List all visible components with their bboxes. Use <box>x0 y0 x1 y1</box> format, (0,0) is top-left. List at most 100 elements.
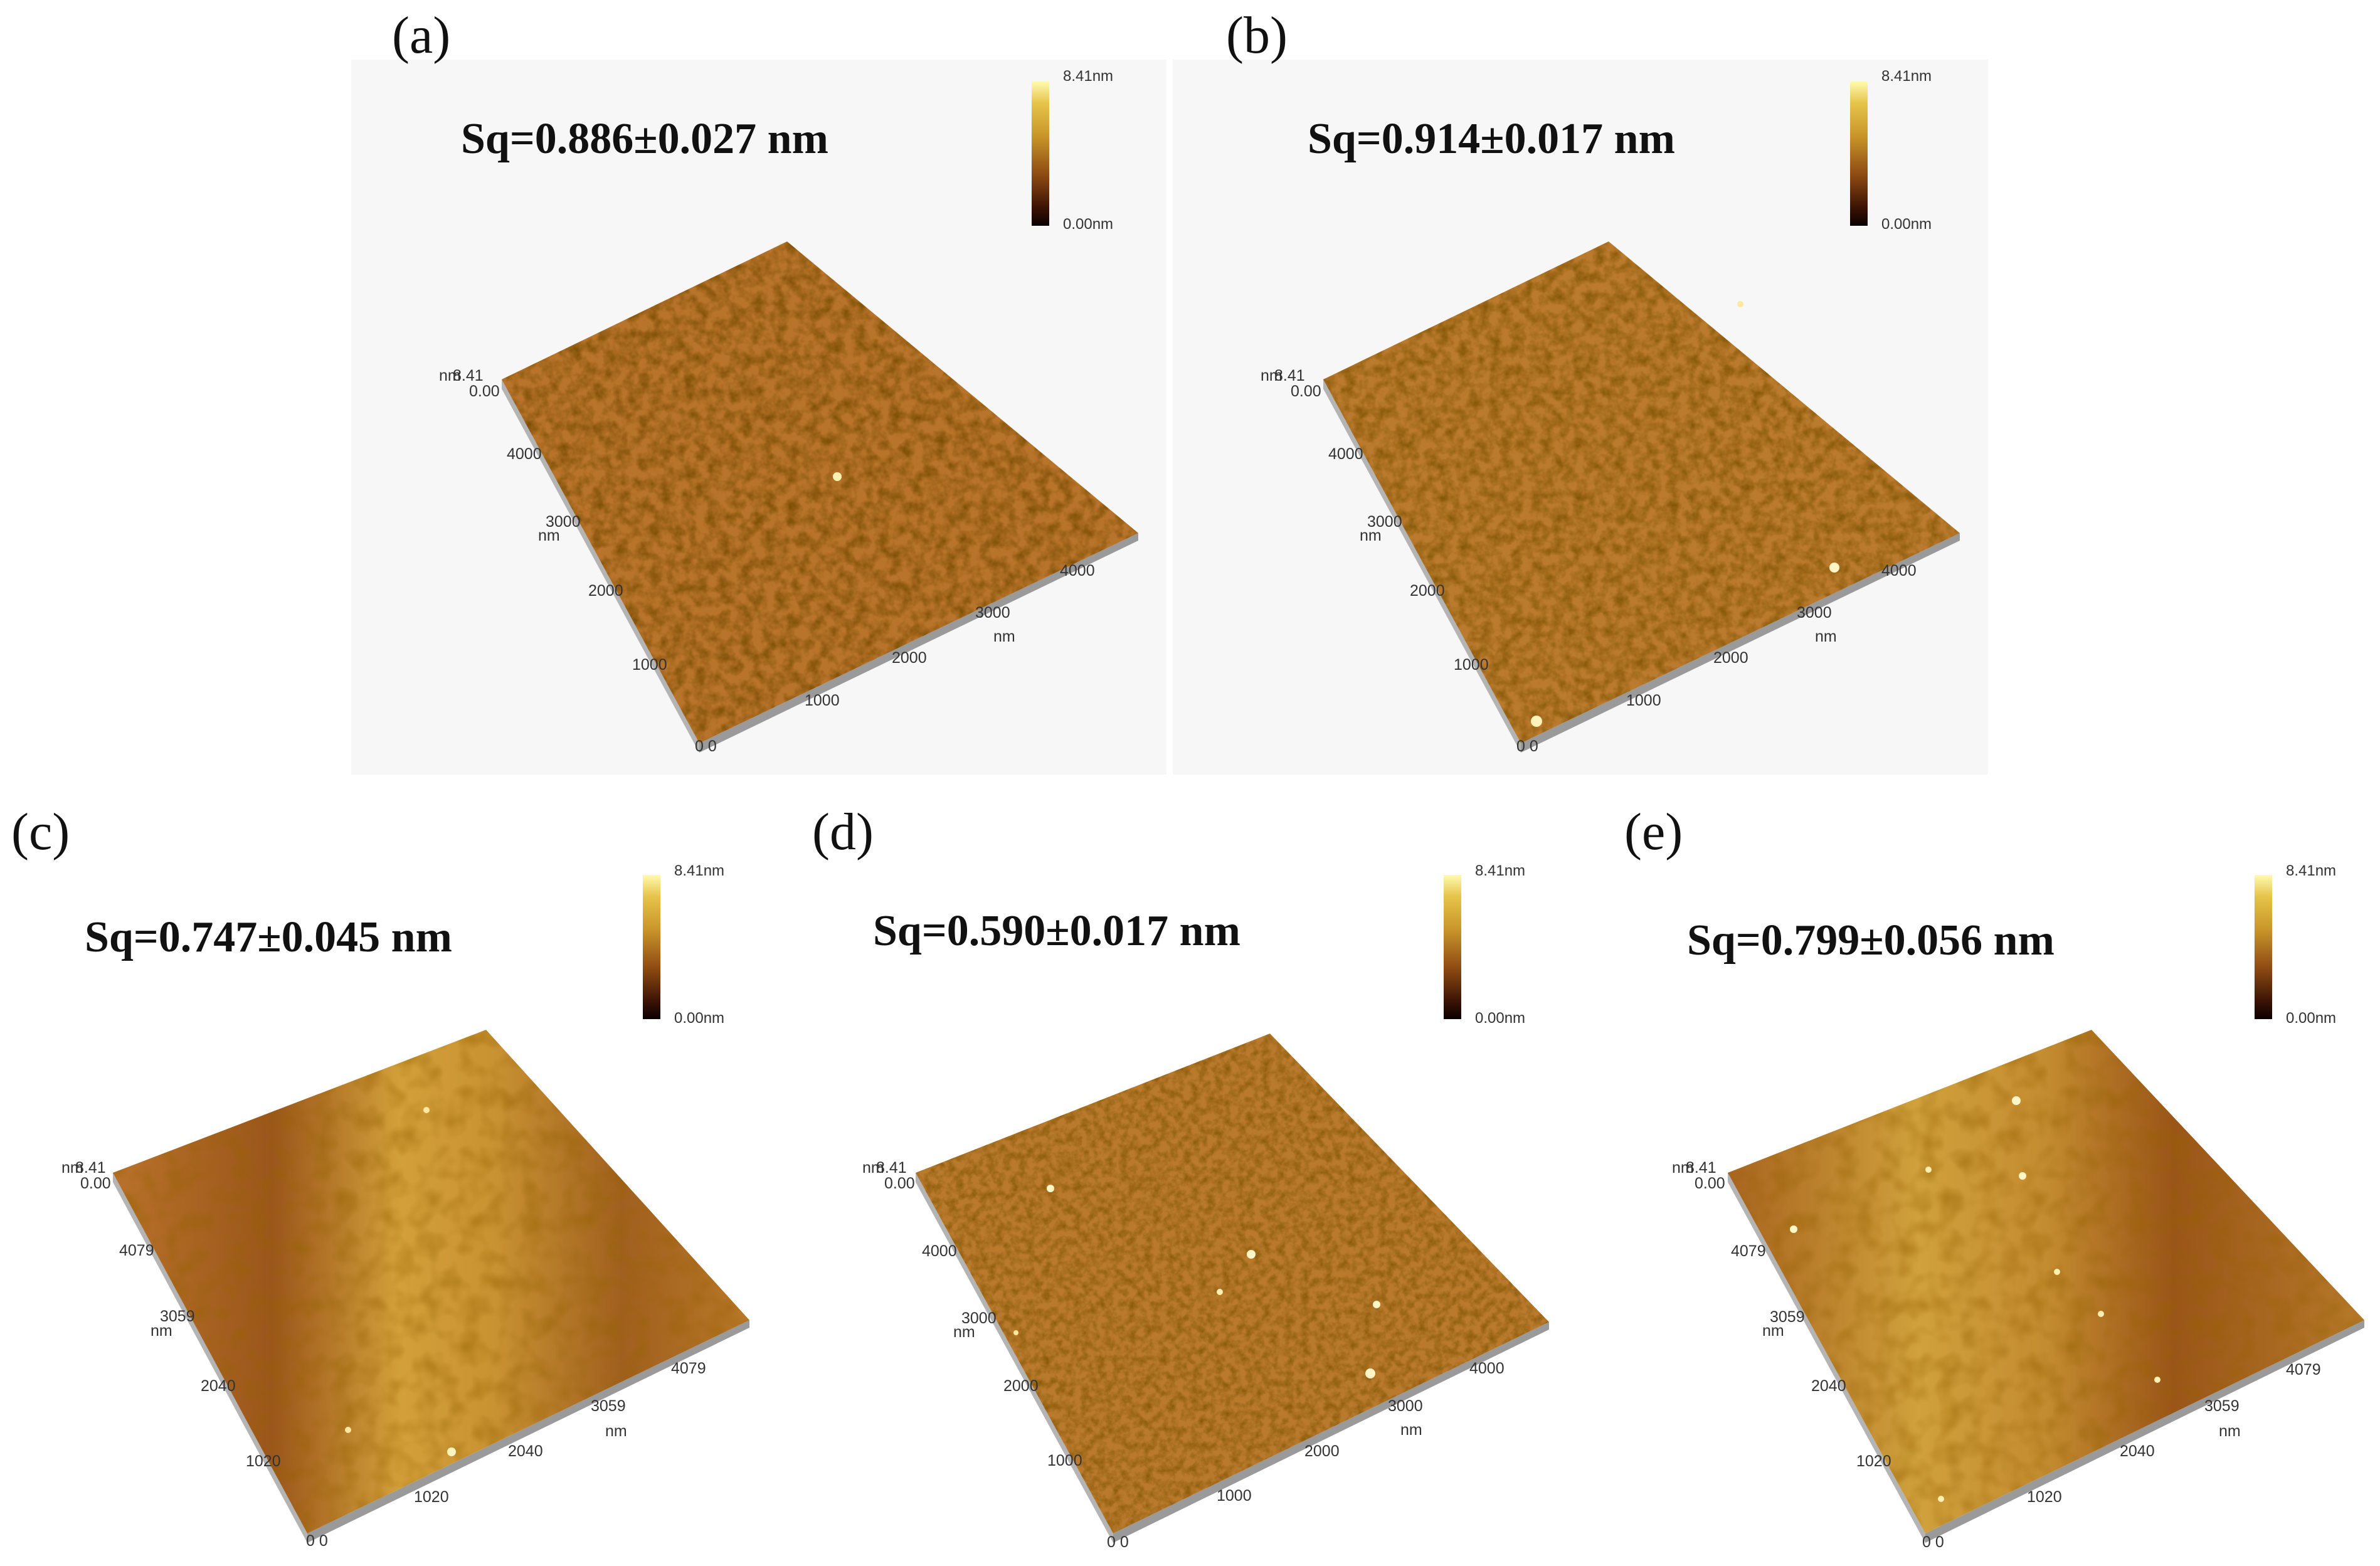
y-tick-label: 3059 <box>1770 1308 1805 1326</box>
surface-texture <box>916 1034 1549 1533</box>
colorbar-max-label: 8.41nm <box>1063 68 1114 85</box>
x-tick-label: 3000 <box>1388 1397 1423 1415</box>
z-axis-bottom-label: 0.00 <box>1291 383 1321 400</box>
z-axis-top-label: 8.41 <box>1274 367 1305 384</box>
surface-texture <box>502 241 1138 743</box>
afm-3d-surface: 8.41 nm 0.00 4079 3059 nm 2040 1020 0 0 … <box>1672 1030 2364 1551</box>
x-axis-unit-label: nm <box>605 1422 627 1440</box>
y-tick-label: 1020 <box>1856 1452 1891 1470</box>
y-tick-label: 4079 <box>1731 1242 1766 1260</box>
z-axis-bottom-label: 0.00 <box>1695 1175 1725 1192</box>
y-axis-unit-label: nm <box>1762 1322 1784 1340</box>
x-tick-label: 3059 <box>2204 1397 2240 1415</box>
y-tick-label: 2000 <box>588 582 623 600</box>
x-tick-label: 4000 <box>1881 562 1917 579</box>
height-colorbar <box>643 875 660 1019</box>
y-axis-unit-label: nm <box>151 1322 172 1340</box>
z-axis-unit-label: nm <box>1261 367 1283 384</box>
y-tick-label: 1000 <box>1047 1452 1082 1469</box>
y-tick-label: 2040 <box>201 1377 236 1395</box>
y-tick-label: 2000 <box>1410 582 1445 600</box>
colorbar-max-label: 8.41nm <box>1881 68 1932 85</box>
x-tick-label: 2040 <box>2120 1442 2155 1460</box>
panel-label: (c) <box>11 803 70 861</box>
height-colorbar <box>1444 875 1461 1019</box>
y-tick-label: 1000 <box>1454 656 1489 674</box>
panel-label: (d) <box>812 803 874 861</box>
x-axis-unit-label: nm <box>1815 628 1837 645</box>
x-tick-label: 1020 <box>2027 1488 2062 1506</box>
surface-texture <box>1323 241 1960 743</box>
colorbar-min-label: 0.00nm <box>1475 1010 1526 1027</box>
colorbar-min-label: 0.00nm <box>674 1010 725 1027</box>
x-tick-label: 4079 <box>671 1360 706 1377</box>
y-tick-label: 3000 <box>961 1309 997 1327</box>
x-tick-label: 1000 <box>1626 692 1661 709</box>
sq-roughness-value: Sq=0.799±0.056 nm <box>1687 916 2055 965</box>
origin-label: 0 0 <box>1107 1533 1129 1551</box>
x-tick-label: 1020 <box>414 1488 449 1506</box>
x-tick-label: 2000 <box>892 649 927 667</box>
colorbar-min-label: 0.00nm <box>1063 216 1114 233</box>
origin-label: 0 0 <box>306 1532 328 1550</box>
x-tick-label: 1000 <box>1217 1487 1252 1505</box>
z-axis-bottom-label: 0.00 <box>469 383 500 400</box>
y-tick-label: 3000 <box>546 513 581 531</box>
x-axis-unit-label: nm <box>1400 1421 1422 1439</box>
z-axis-unit-label: nm <box>1672 1159 1694 1177</box>
colorbar-min-label: 0.00nm <box>2286 1010 2337 1027</box>
x-tick-label: 4079 <box>2286 1361 2321 1378</box>
y-tick-label: 3000 <box>1367 513 1402 531</box>
colorbar-max-label: 8.41nm <box>674 862 725 879</box>
colorbar-max-label: 8.41nm <box>1475 862 1526 879</box>
x-tick-label: 2040 <box>508 1442 543 1460</box>
x-tick-label: 3000 <box>1797 604 1832 622</box>
x-tick-label: 1000 <box>805 692 840 709</box>
y-tick-label: 3059 <box>160 1308 195 1325</box>
z-axis-bottom-label: 0.00 <box>884 1175 915 1192</box>
y-tick-label: 4000 <box>1328 445 1363 463</box>
sq-roughness-value: Sq=0.590±0.017 nm <box>873 907 1240 955</box>
z-axis-unit-label: nm <box>862 1159 884 1177</box>
y-tick-label: 4000 <box>507 445 542 463</box>
origin-label: 0 0 <box>1516 738 1538 755</box>
z-axis-top-label: 8.41 <box>453 367 484 384</box>
height-colorbar <box>1032 82 1049 226</box>
y-tick-label: 4000 <box>922 1242 957 1260</box>
panel-label: (e) <box>1624 803 1683 861</box>
afm-3d-surface: 8.41 nm 0.00 4079 3059 nm 2040 1020 0 0 … <box>61 1030 749 1550</box>
origin-label: 0 0 <box>695 738 717 755</box>
y-tick-label: 2000 <box>1003 1377 1039 1395</box>
colorbar-max-label: 8.41nm <box>2286 862 2337 879</box>
x-tick-label: 2000 <box>1713 649 1748 667</box>
surface-texture <box>1728 1030 2364 1533</box>
height-colorbar <box>1850 82 1868 226</box>
z-axis-unit-label: nm <box>61 1159 83 1177</box>
y-tick-label: 1020 <box>246 1452 281 1470</box>
afm-3d-surface: 8.41 nm 0.00 4000 3000 nm 2000 1000 0 0 … <box>439 241 1138 755</box>
afm-3d-surface: 8.41 nm 0.00 4000 3000 nm 2000 1000 0 0 … <box>1261 241 1960 755</box>
x-tick-label: 4000 <box>1060 562 1095 579</box>
afm-3d-surface: 8.41 nm 0.00 4000 3000 nm 2000 1000 0 0 … <box>862 1034 1549 1551</box>
z-axis-unit-label: nm <box>439 367 461 384</box>
y-tick-label: 4079 <box>119 1242 154 1259</box>
sq-roughness-value: Sq=0.886±0.027 nm <box>461 115 828 163</box>
y-tick-label: 1000 <box>632 656 667 674</box>
y-tick-label: 2040 <box>1811 1377 1846 1395</box>
sq-roughness-value: Sq=0.747±0.045 nm <box>85 913 452 961</box>
x-tick-label: 3000 <box>975 604 1010 622</box>
surface-texture <box>113 1030 749 1533</box>
y-axis-unit-label: nm <box>953 1323 975 1341</box>
height-colorbar <box>2255 875 2272 1019</box>
origin-label: 0 0 <box>1922 1533 1944 1551</box>
x-tick-label: 4000 <box>1469 1360 1505 1377</box>
x-axis-unit-label: nm <box>993 628 1015 645</box>
z-axis-top-label: 8.41 <box>876 1159 907 1177</box>
sq-roughness-value: Sq=0.914±0.017 nm <box>1308 115 1675 163</box>
x-tick-label: 3059 <box>591 1397 626 1415</box>
panel-label: (a) <box>392 6 451 65</box>
x-tick-label: 2000 <box>1304 1442 1340 1460</box>
y-axis-unit-label: nm <box>538 527 560 544</box>
y-axis-unit-label: nm <box>1360 527 1382 544</box>
x-axis-unit-label: nm <box>2219 1422 2241 1440</box>
